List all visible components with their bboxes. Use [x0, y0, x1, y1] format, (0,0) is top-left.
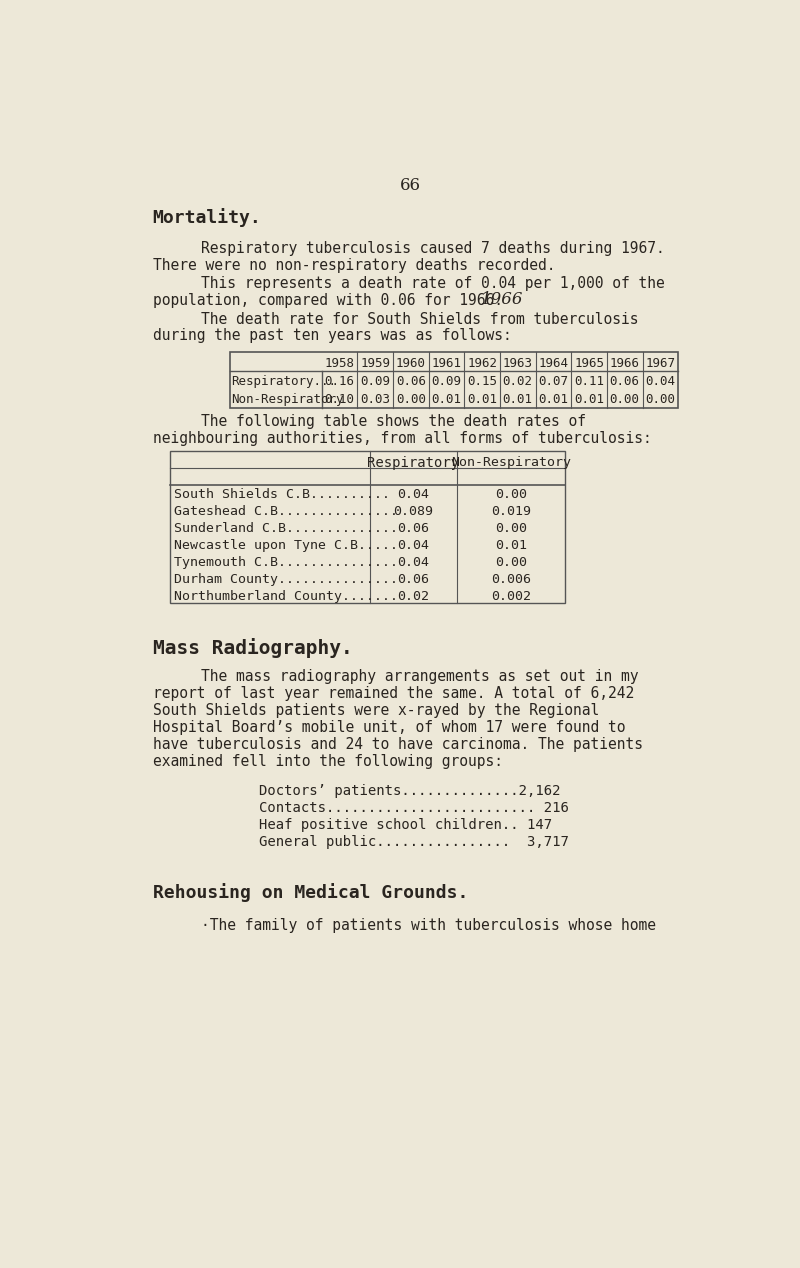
Text: The following table shows the death rates of: The following table shows the death rate… [201, 413, 586, 429]
Text: Mortality.: Mortality. [153, 208, 262, 227]
Text: Respiratory...: Respiratory... [231, 374, 336, 388]
Text: 0.089: 0.089 [393, 505, 433, 517]
Text: 0.00: 0.00 [646, 393, 675, 406]
Text: Mass Radiography.: Mass Radiography. [153, 638, 353, 658]
Text: 1962: 1962 [467, 358, 497, 370]
Text: Non-Respiratory: Non-Respiratory [231, 393, 343, 406]
Text: 0.006: 0.006 [490, 573, 530, 586]
Text: 0.02: 0.02 [397, 590, 429, 602]
Text: 0.06: 0.06 [397, 573, 429, 586]
Text: 1959: 1959 [360, 358, 390, 370]
Text: 1961: 1961 [431, 358, 462, 370]
Text: Heaf positive school children.. 147: Heaf positive school children.. 147 [259, 818, 552, 832]
Text: 0.019: 0.019 [490, 505, 530, 517]
Text: 0.02: 0.02 [502, 374, 533, 388]
Text: population, compared with 0.06 for 1966.: population, compared with 0.06 for 1966. [153, 293, 502, 308]
Text: ·The family of patients with tuberculosis whose home: ·The family of patients with tuberculosi… [201, 918, 656, 932]
Text: 1963: 1963 [502, 358, 533, 370]
Text: Doctors’ patients..............2,162: Doctors’ patients..............2,162 [259, 785, 560, 799]
Text: 0.04: 0.04 [397, 539, 429, 552]
Text: Sunderland C.B..............: Sunderland C.B.............. [174, 521, 398, 535]
Text: Gateshead C.B...............: Gateshead C.B............... [174, 505, 398, 517]
Text: 0.04: 0.04 [397, 488, 429, 501]
Text: 0.07: 0.07 [538, 374, 568, 388]
Text: Respiratory: Respiratory [367, 455, 459, 469]
Text: 1967: 1967 [646, 358, 675, 370]
Text: South Shields patients were x-rayed by the Regional: South Shields patients were x-rayed by t… [153, 702, 599, 718]
Text: Respiratory tuberculosis caused 7 deaths during 1967.: Respiratory tuberculosis caused 7 deaths… [201, 241, 665, 256]
Text: 1960: 1960 [396, 358, 426, 370]
Text: 1958: 1958 [325, 358, 354, 370]
Text: 0.16: 0.16 [325, 374, 354, 388]
Text: 1966: 1966 [482, 290, 524, 308]
Text: Contacts......................... 216: Contacts......................... 216 [259, 801, 569, 815]
Text: The mass radiography arrangements as set out in my: The mass radiography arrangements as set… [201, 668, 638, 683]
Text: 0.06: 0.06 [396, 374, 426, 388]
Text: 0.01: 0.01 [502, 393, 533, 406]
Text: There were no non-respiratory deaths recorded.: There were no non-respiratory deaths rec… [153, 259, 555, 274]
Text: 0.15: 0.15 [467, 374, 497, 388]
Text: 0.04: 0.04 [646, 374, 675, 388]
Text: have tuberculosis and 24 to have carcinoma. The patients: have tuberculosis and 24 to have carcino… [153, 737, 642, 752]
Text: neighbouring authorities, from all forms of tuberculosis:: neighbouring authorities, from all forms… [153, 431, 651, 446]
Text: Non-Respiratory: Non-Respiratory [450, 455, 570, 469]
Text: 0.10: 0.10 [325, 393, 354, 406]
Text: 0.01: 0.01 [574, 393, 604, 406]
Text: 1964: 1964 [538, 358, 568, 370]
Text: 0.04: 0.04 [397, 555, 429, 568]
Text: 0.03: 0.03 [360, 393, 390, 406]
Text: during the past ten years was as follows:: during the past ten years was as follows… [153, 328, 511, 344]
Text: 0.01: 0.01 [494, 539, 526, 552]
Text: 0.09: 0.09 [431, 374, 462, 388]
Text: General public................  3,717: General public................ 3,717 [259, 836, 569, 850]
Text: 66: 66 [399, 176, 421, 194]
Text: 0.002: 0.002 [490, 590, 530, 602]
Text: 0.01: 0.01 [431, 393, 462, 406]
Bar [230, 353, 678, 408]
Text: The death rate for South Shields from tuberculosis: The death rate for South Shields from tu… [201, 312, 638, 327]
Text: 0.01: 0.01 [538, 393, 568, 406]
Text: 0.00: 0.00 [494, 488, 526, 501]
Text: 0.00: 0.00 [396, 393, 426, 406]
Text: examined fell into the following groups:: examined fell into the following groups: [153, 753, 502, 768]
Text: 0.06: 0.06 [397, 521, 429, 535]
Text: report of last year remained the same. A total of 6,242: report of last year remained the same. A… [153, 686, 634, 701]
Text: 0.11: 0.11 [574, 374, 604, 388]
Text: 0.00: 0.00 [494, 521, 526, 535]
Text: 1965: 1965 [574, 358, 604, 370]
Text: 0.00: 0.00 [494, 555, 526, 568]
Text: South Shields C.B..........: South Shields C.B.......... [174, 488, 390, 501]
Text: 0.01: 0.01 [467, 393, 497, 406]
Text: 0.09: 0.09 [360, 374, 390, 388]
Text: Rehousing on Medical Grounds.: Rehousing on Medical Grounds. [153, 883, 468, 902]
Text: 1966: 1966 [610, 358, 640, 370]
Text: Hospital Board’s mobile unit, of whom 17 were found to: Hospital Board’s mobile unit, of whom 17… [153, 720, 626, 734]
Bar [153, 222, 664, 560]
Text: 0.06: 0.06 [610, 374, 640, 388]
Text: Northumberland County.......: Northumberland County....... [174, 590, 398, 602]
Text: Tynemouth C.B...............: Tynemouth C.B............... [174, 555, 398, 568]
Text: 0.00: 0.00 [610, 393, 640, 406]
Text: This represents a death rate of 0.04 per 1,000 of the: This represents a death rate of 0.04 per… [201, 276, 665, 292]
Text: Newcastle upon Tyne C.B.....: Newcastle upon Tyne C.B..... [174, 539, 398, 552]
Text: Durham County...............: Durham County............... [174, 573, 398, 586]
Bar [170, 451, 565, 604]
